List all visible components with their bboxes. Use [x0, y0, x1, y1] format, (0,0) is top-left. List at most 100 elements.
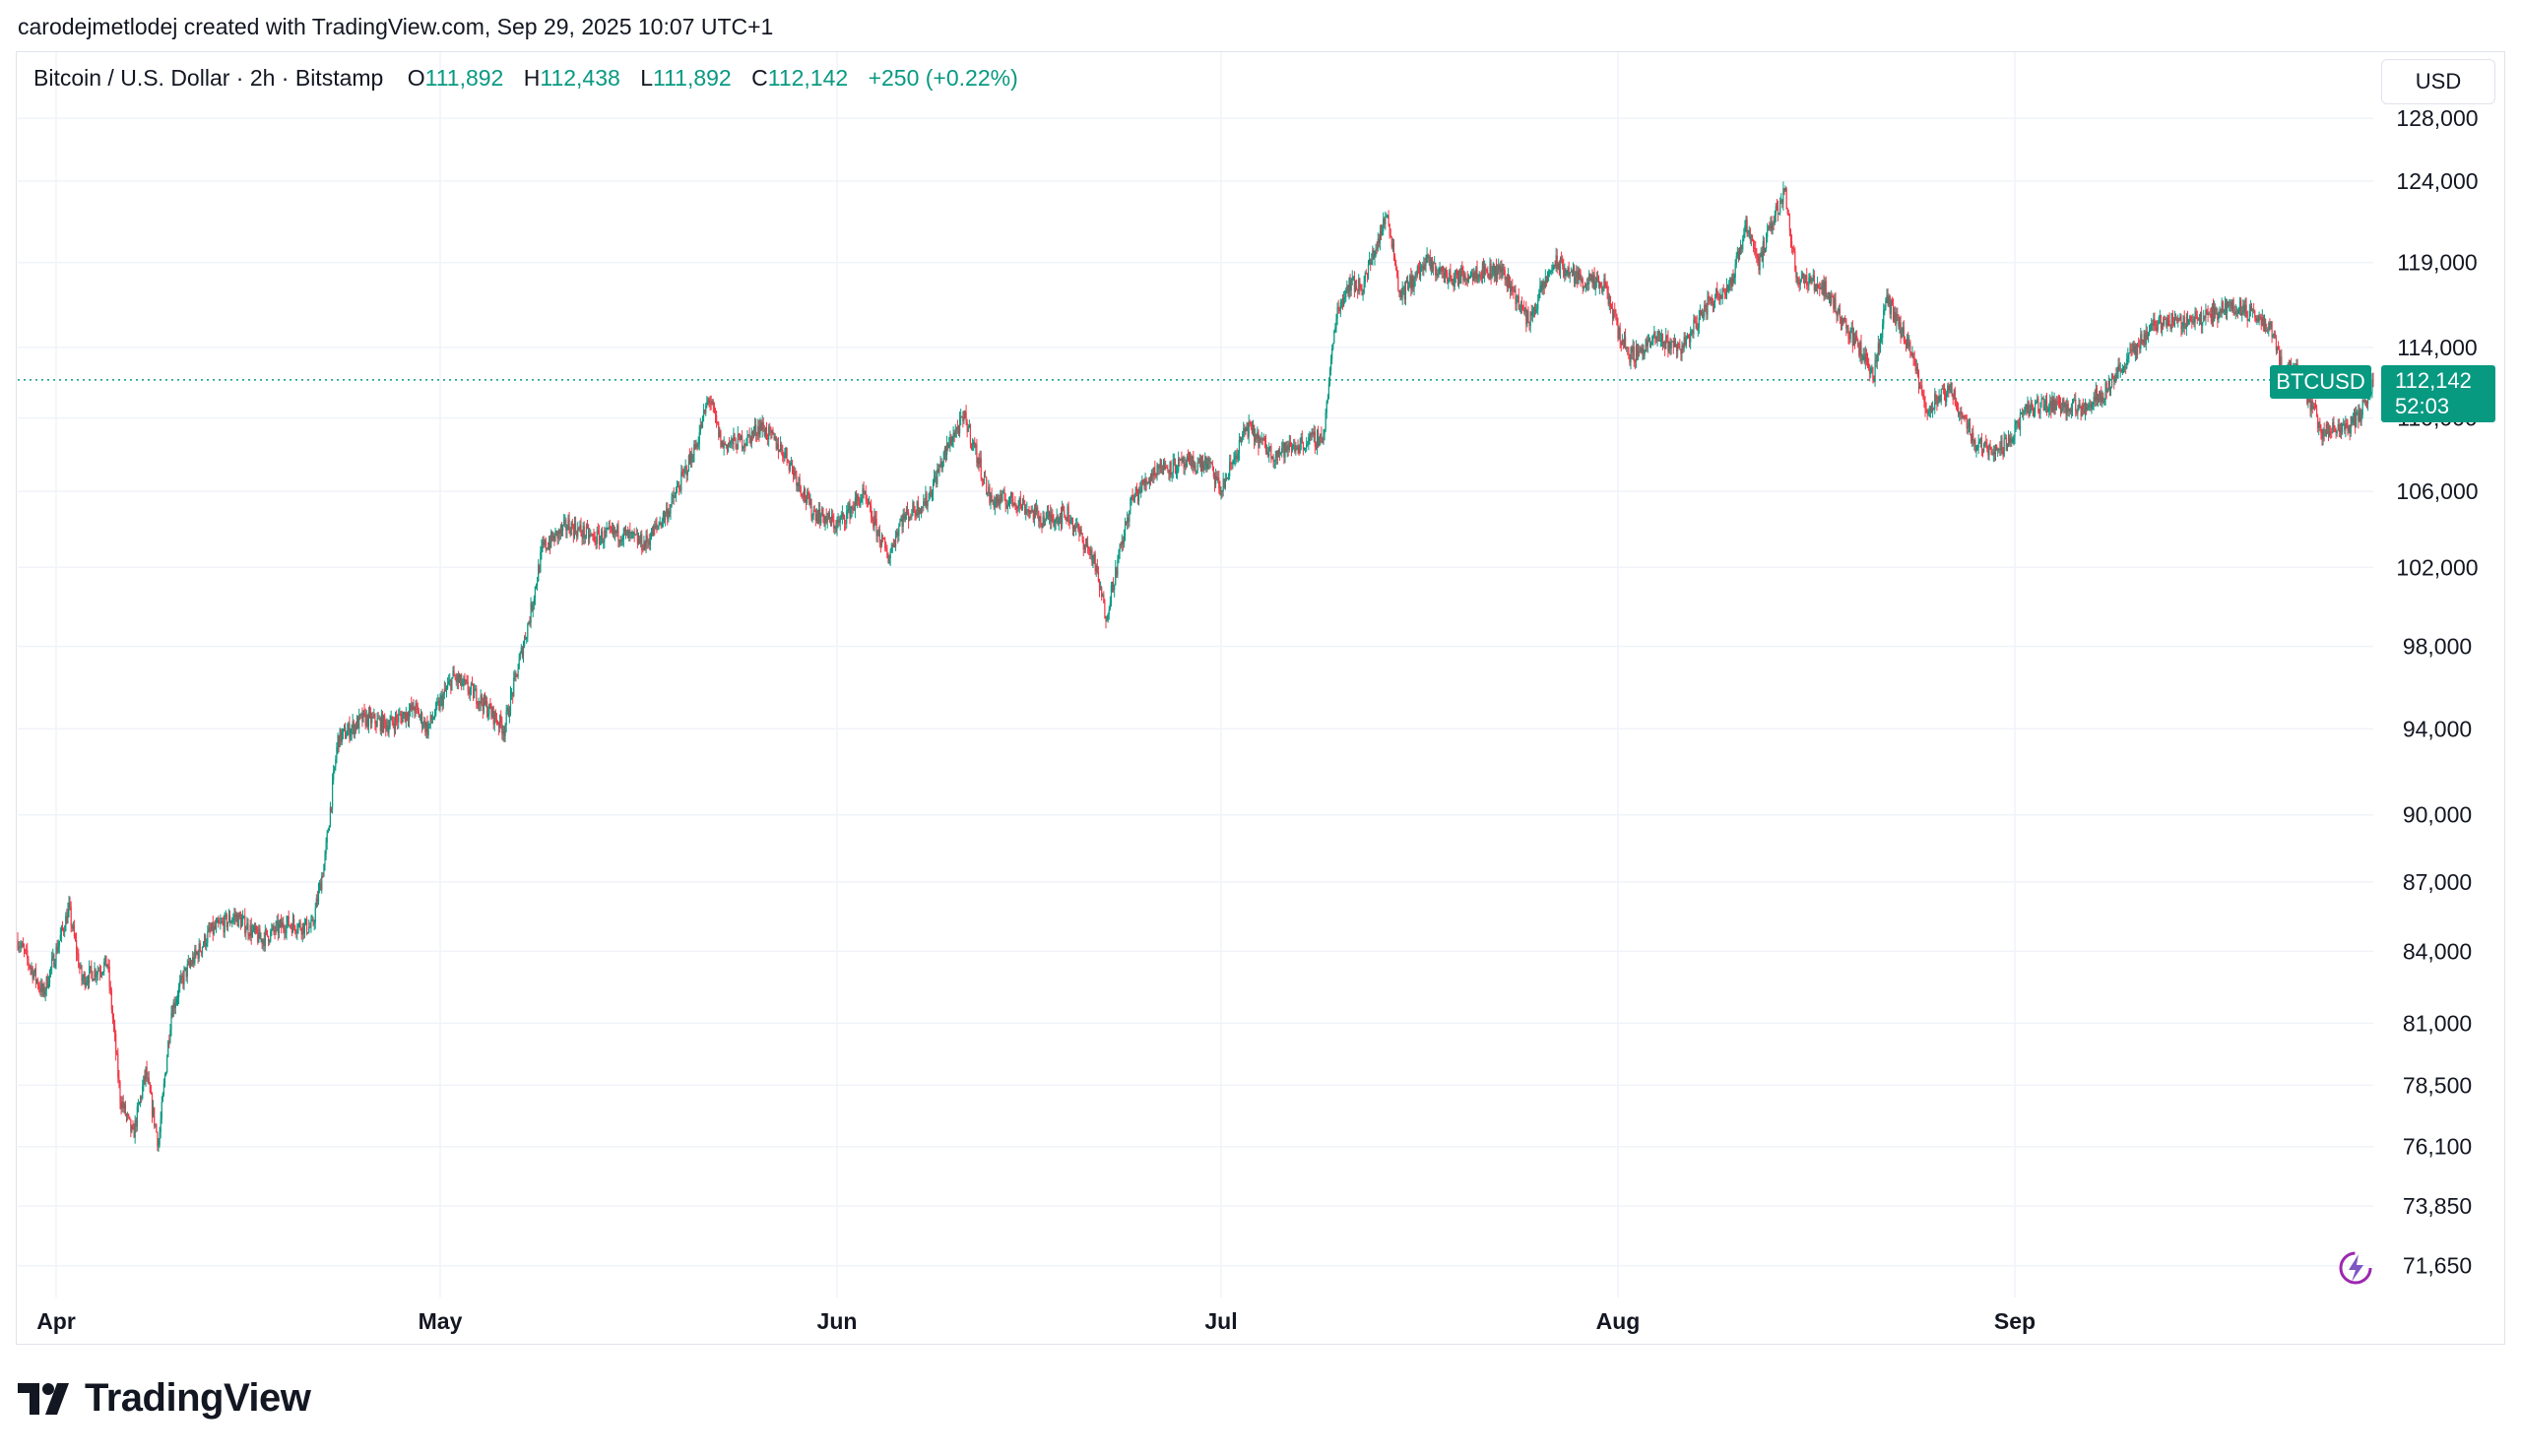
candle-body: [1579, 270, 1581, 274]
candle-body: [1186, 456, 1188, 468]
candle-body: [2080, 407, 2082, 416]
candle-body: [965, 411, 967, 423]
candle-body: [504, 725, 506, 736]
candle-body: [1450, 270, 1452, 281]
candle-body: [1160, 459, 1162, 473]
candle-body: [432, 718, 435, 720]
candle-body: [534, 586, 537, 600]
candle-body: [2020, 412, 2023, 414]
candle-body: [522, 646, 525, 658]
candle-body: [746, 435, 748, 445]
candle-body: [715, 414, 718, 422]
candle-body: [1673, 340, 1676, 348]
candle-body: [294, 925, 296, 931]
candle-body: [1073, 526, 1076, 529]
candle-body: [68, 902, 70, 910]
candle-body: [1842, 318, 1844, 322]
candle-body: [538, 565, 540, 582]
candle-body: [313, 922, 315, 924]
tradingview-logo[interactable]: TradingView: [18, 1376, 311, 1421]
candle-body: [1526, 310, 1528, 325]
candle-body: [1425, 261, 1427, 266]
candle-body: [259, 928, 261, 939]
candle-body: [56, 946, 58, 953]
candle-body: [579, 525, 581, 530]
candle-body: [725, 444, 727, 446]
candle-body: [1240, 436, 1243, 443]
candle-body: [1553, 264, 1555, 266]
candle-body: [1045, 512, 1047, 521]
candle-body: [2263, 318, 2266, 328]
candle-body: [957, 428, 960, 434]
candle-body: [512, 692, 514, 696]
candle-body: [1145, 478, 1147, 484]
candle-body: [244, 916, 246, 933]
candle-body: [1929, 407, 1932, 411]
candle-body: [1408, 286, 1410, 289]
candle-body: [1549, 271, 1551, 274]
currency-button[interactable]: USD: [2381, 59, 2495, 104]
candle-body: [24, 949, 27, 951]
candle-body: [1034, 507, 1037, 513]
candle-body: [846, 511, 848, 524]
candle-body: [1509, 283, 1512, 292]
candle-body: [1472, 273, 1474, 282]
candle-body: [700, 424, 703, 428]
candle-body: [1128, 517, 1130, 523]
candle-body: [1859, 342, 1861, 356]
candle-body: [477, 704, 479, 706]
candle-body: [1127, 517, 1129, 524]
candle-body: [2357, 411, 2359, 413]
candle-body: [1545, 277, 1548, 283]
candle-body: [2222, 301, 2224, 313]
candle-body: [822, 507, 824, 518]
candle-body: [1557, 263, 1559, 269]
candle-body: [1461, 267, 1463, 274]
candle-body: [2043, 405, 2045, 411]
candle-body: [981, 477, 983, 480]
candle-body: [1893, 312, 1896, 320]
candle-body: [184, 967, 186, 970]
candle-body: [1119, 544, 1121, 552]
candle-body: [1303, 448, 1306, 450]
candle-body: [1207, 458, 1209, 465]
candle-body: [1972, 432, 1974, 444]
candle-body: [2255, 317, 2257, 321]
candle-body: [2276, 347, 2279, 350]
candle-body: [1498, 265, 1500, 271]
candle-body: [955, 426, 957, 432]
candle-body: [1681, 346, 1683, 354]
candle-body: [1443, 272, 1446, 284]
candle-body: [445, 688, 448, 691]
candle-body: [943, 448, 946, 453]
candle-body: [1737, 250, 1740, 260]
candle-body: [938, 466, 940, 473]
candle-body: [1856, 335, 1858, 341]
candle-body: [1176, 471, 1179, 473]
candle-body: [301, 922, 303, 935]
candle-body: [2337, 424, 2339, 431]
candle-body: [66, 916, 68, 923]
candle-body: [420, 713, 423, 728]
symbol-name[interactable]: Bitcoin / U.S. Dollar · 2h · Bitstamp: [33, 65, 384, 91]
candle-body: [2037, 398, 2039, 412]
candle-body: [1922, 394, 1924, 398]
candle-body: [1030, 510, 1032, 513]
candle-body: [2018, 423, 2020, 430]
candle-body: [417, 706, 419, 711]
lightning-icon[interactable]: [2334, 1246, 2377, 1290]
candle-body: [2005, 437, 2007, 452]
candle-body: [1306, 444, 1308, 449]
candle-body: [2136, 345, 2139, 355]
candle-body: [1358, 279, 1360, 291]
candle-body: [2066, 404, 2068, 414]
candle-body: [183, 969, 185, 984]
candle-body: [760, 422, 762, 430]
candle-body: [1507, 275, 1510, 287]
candle-body: [2107, 380, 2109, 389]
candle-body: [1199, 458, 1202, 471]
candle-body: [2095, 388, 2097, 402]
candle-body: [236, 915, 238, 926]
candle-body: [206, 943, 208, 947]
